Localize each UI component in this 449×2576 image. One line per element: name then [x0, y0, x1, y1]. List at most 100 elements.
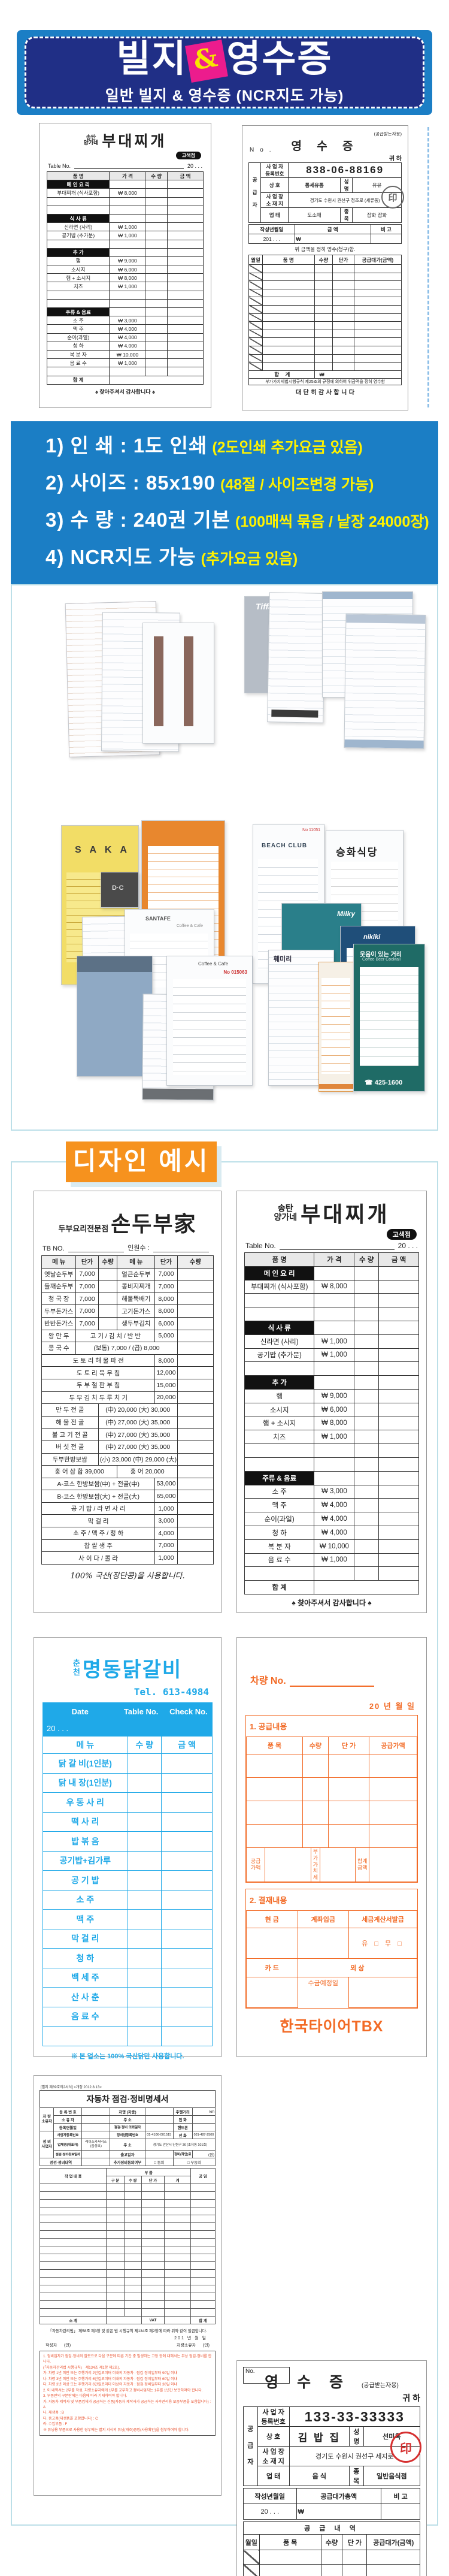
cell — [166, 188, 204, 198]
supply-band: 공 급 내 역 — [243, 2521, 420, 2535]
table-row: 두부한방보쌈(小) 23,000 (中) 29,000 (大) 35,000 — [41, 1452, 214, 1466]
cell — [39, 2191, 107, 2200]
cell — [109, 298, 146, 309]
work-label: 작 업 내 용 — [39, 2168, 107, 2184]
cell — [141, 2191, 165, 2200]
cell — [177, 1440, 214, 1454]
table-row: 불 고 기 전 골 (中) 27,000 (大) 35,000 — [41, 1428, 214, 1441]
cell — [302, 1754, 329, 1778]
seunghwa-label: 승화식당 — [336, 847, 378, 858]
cell: 신라면 (사리) — [46, 222, 110, 232]
cell — [145, 358, 168, 368]
saka-label: S A K A — [75, 845, 130, 855]
date-amount-grid: 작성년월일 공급대가총액 비 고 20 . . . ₩ — [243, 2488, 420, 2520]
table-row: 두 부 김 치 두 루 치 기 20,000 — [41, 1391, 214, 1405]
sum-total-value — [369, 1847, 417, 1882]
cell: 두부한방보쌈 — [41, 1452, 99, 1466]
cell — [161, 1967, 213, 1988]
cell — [106, 2269, 125, 2278]
cell — [332, 288, 354, 298]
item-value: 잡화 잡화 — [352, 207, 402, 223]
cell — [145, 239, 168, 249]
spec-text: 3) 수 량 : 240권 기본 — [45, 509, 231, 531]
cell — [190, 2215, 216, 2223]
table-row: 추 가 — [244, 1375, 419, 1390]
cell: 콩비지찌개 — [117, 1280, 156, 1293]
shop-label: 상 호 — [257, 2426, 290, 2447]
note-label: 비 고 — [371, 224, 402, 234]
spec-note: (100매씩 묶음 / 낱장 24000장) — [235, 514, 429, 530]
cell — [166, 341, 204, 351]
cell — [177, 1452, 214, 1466]
tel2-value: 031-487-2500 — [192, 2131, 216, 2139]
bizno-label: 사 업 자 등록번호 — [257, 2406, 290, 2427]
table-row: 식 사 류 — [46, 213, 204, 224]
cell — [378, 1525, 419, 1540]
cell — [332, 321, 354, 330]
cell — [141, 2222, 165, 2231]
cell — [141, 2277, 165, 2285]
cell — [106, 2215, 125, 2223]
cell — [190, 2254, 216, 2262]
cell: 도 토 리 묵 무 침 — [41, 1366, 156, 1379]
table-row — [39, 2230, 216, 2239]
cell — [161, 1909, 213, 1929]
cell — [39, 2269, 107, 2278]
header-row: 월일 품 명 수량 단가 공급대가(금액) — [248, 255, 402, 265]
table-row — [39, 2285, 216, 2293]
table-row — [248, 280, 402, 289]
cell — [248, 297, 263, 306]
reqdate-value — [144, 2123, 174, 2131]
owner-label: 소 유 자 — [53, 2115, 83, 2124]
car-no-underline — [289, 1677, 375, 1687]
cell — [141, 2308, 165, 2317]
cell — [248, 304, 263, 314]
cell — [314, 264, 333, 273]
cell — [164, 2254, 191, 2262]
cell — [354, 1470, 380, 1485]
owner-value — [81, 2115, 111, 2124]
cell — [248, 329, 263, 339]
header-row: 품 명 가 격 수 량 금 액 — [46, 171, 204, 181]
cell — [109, 239, 146, 249]
cell — [314, 313, 333, 322]
cell — [145, 341, 168, 351]
table-row — [248, 329, 402, 339]
cell — [109, 197, 146, 206]
cell — [314, 1566, 355, 1581]
table-row: 반반돈가스 7,000 생두부김치 6,000 — [41, 1316, 214, 1330]
cell — [141, 2238, 165, 2246]
banner: 빌지 & 영수증 일반 빌지 & 영수증 (NCR지도 가능) — [17, 30, 432, 115]
cell — [166, 358, 204, 368]
cell — [123, 2199, 142, 2207]
shop-label: 상 호 — [260, 177, 289, 193]
table-row — [39, 2254, 216, 2262]
cell — [164, 2293, 191, 2301]
cell — [166, 205, 204, 215]
title-right: 영수증 — [226, 38, 333, 80]
cell — [123, 2285, 142, 2293]
cell: ₩ 9,000 — [314, 1388, 355, 1403]
budae-table: 품 명 가 격 수 량 금 액 메 인 요 리 부대찌개 (식사포함) ₩ 8,00… — [46, 171, 204, 385]
cell: 20,000 — [154, 1391, 178, 1405]
date-value: 201 . . . — [248, 234, 295, 244]
col-amount: 공급대가(금액) — [366, 2534, 420, 2550]
cell — [378, 1402, 419, 1417]
santafe-label: SANTAFE — [145, 916, 171, 922]
table-row: 치즈 ₩ 1,000 — [46, 282, 204, 291]
cell — [353, 329, 402, 339]
table-row — [39, 2261, 216, 2270]
cell — [378, 1566, 419, 1581]
cell — [123, 2215, 142, 2223]
cell — [243, 2550, 260, 2565]
table-row: 두부돈가스 7,000 고기돈가스 8,000 — [41, 1304, 214, 1318]
cell: B-코스 한방보쌈(大) + 전골(大) — [41, 1490, 156, 1503]
cell — [190, 2269, 216, 2278]
cell — [354, 1498, 380, 1513]
sondubu-header: 두부요리전문점 손두부家 — [41, 1207, 214, 1238]
branch-badge: 고색점 — [386, 1229, 417, 1240]
cell: 치즈 — [244, 1430, 315, 1445]
table-row: 음 료 수 — [43, 2006, 213, 2027]
cell: 햄 + 소시지 — [244, 1416, 315, 1431]
